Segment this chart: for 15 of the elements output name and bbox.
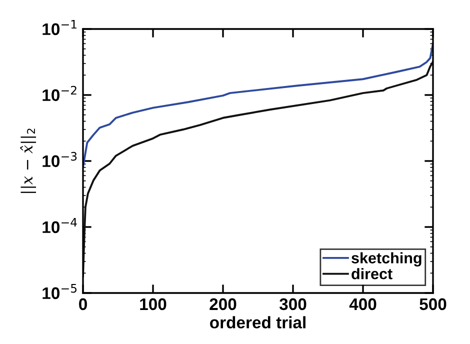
x-axis-title: ordered trial [210, 316, 306, 328]
y-tick-label: 10$^{−2}$ [42, 86, 76, 102]
x-tick-label: 200 [210, 298, 236, 310]
y-tick-label: 10$^{−5}$ [42, 284, 77, 300]
y-tick-label: 10$^{−4}$ [42, 218, 77, 234]
y-tick-label: 10$^{−3}$ [42, 152, 77, 168]
x-tick-label: 500 [420, 298, 446, 310]
x-tick-label: 400 [349, 298, 376, 310]
legend-label: direct [352, 268, 392, 280]
y-tick-label: 10$^{−1}$ [42, 20, 76, 36]
legend-label: sketching [352, 252, 422, 267]
x-tick-label: 100 [140, 298, 166, 310]
y-axis-title: ||x − x̂||$_{2}$ [20, 128, 36, 193]
x-tick-label: 300 [279, 298, 306, 310]
x-tick-label: 0 [79, 298, 87, 310]
